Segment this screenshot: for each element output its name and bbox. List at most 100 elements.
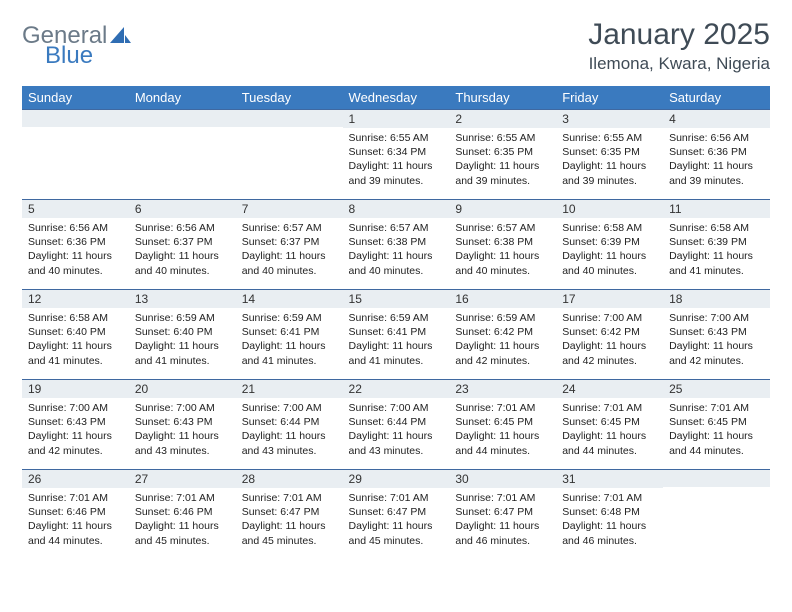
- day-info-line: Daylight: 11 hours: [455, 159, 550, 173]
- day-info-line: and 40 minutes.: [562, 264, 657, 278]
- day-info-line: Sunset: 6:42 PM: [562, 325, 657, 339]
- calendar-cell-empty: [663, 469, 770, 559]
- day-body: [22, 127, 129, 187]
- day-info-line: Sunset: 6:39 PM: [562, 235, 657, 249]
- day-info-line: Sunrise: 6:59 AM: [455, 311, 550, 325]
- calendar-cell: 8Sunrise: 6:57 AMSunset: 6:38 PMDaylight…: [343, 199, 450, 289]
- calendar-cell: 25Sunrise: 7:01 AMSunset: 6:45 PMDayligh…: [663, 379, 770, 469]
- day-info-line: Sunset: 6:47 PM: [242, 505, 337, 519]
- day-info-line: and 42 minutes.: [28, 444, 123, 458]
- day-number: 5: [22, 199, 129, 218]
- day-header: Wednesday: [343, 86, 450, 109]
- calendar-cell: 2Sunrise: 6:55 AMSunset: 6:35 PMDaylight…: [449, 109, 556, 199]
- calendar-cell: 29Sunrise: 7:01 AMSunset: 6:47 PMDayligh…: [343, 469, 450, 559]
- day-number: 27: [129, 469, 236, 488]
- day-info-line: Daylight: 11 hours: [669, 429, 764, 443]
- day-info-line: Sunset: 6:46 PM: [135, 505, 230, 519]
- day-body: Sunrise: 7:01 AMSunset: 6:47 PMDaylight:…: [343, 488, 450, 552]
- day-info-line: Sunset: 6:45 PM: [562, 415, 657, 429]
- day-info-line: and 44 minutes.: [28, 534, 123, 548]
- location-text: Ilemona, Kwara, Nigeria: [588, 54, 770, 74]
- calendar-cell-empty: [236, 109, 343, 199]
- day-info-line: Sunrise: 7:00 AM: [349, 401, 444, 415]
- day-header: Friday: [556, 86, 663, 109]
- day-number: 30: [449, 469, 556, 488]
- day-body: Sunrise: 7:00 AMSunset: 6:42 PMDaylight:…: [556, 308, 663, 372]
- day-info-line: Sunrise: 6:57 AM: [242, 221, 337, 235]
- day-number: 17: [556, 289, 663, 308]
- day-number: 9: [449, 199, 556, 218]
- day-info-line: Sunrise: 6:59 AM: [242, 311, 337, 325]
- day-info-line: Sunrise: 7:01 AM: [455, 401, 550, 415]
- calendar-cell: 27Sunrise: 7:01 AMSunset: 6:46 PMDayligh…: [129, 469, 236, 559]
- day-info-line: Sunrise: 6:58 AM: [562, 221, 657, 235]
- calendar-cell: 1Sunrise: 6:55 AMSunset: 6:34 PMDaylight…: [343, 109, 450, 199]
- day-info-line: and 40 minutes.: [28, 264, 123, 278]
- day-info-line: Daylight: 11 hours: [455, 249, 550, 263]
- day-info-line: Daylight: 11 hours: [242, 429, 337, 443]
- day-number: 10: [556, 199, 663, 218]
- calendar-cell: 11Sunrise: 6:58 AMSunset: 6:39 PMDayligh…: [663, 199, 770, 289]
- day-info-line: Sunrise: 7:00 AM: [669, 311, 764, 325]
- day-info-line: Daylight: 11 hours: [562, 339, 657, 353]
- calendar-cell: 15Sunrise: 6:59 AMSunset: 6:41 PMDayligh…: [343, 289, 450, 379]
- calendar-cell: 5Sunrise: 6:56 AMSunset: 6:36 PMDaylight…: [22, 199, 129, 289]
- day-body: Sunrise: 7:00 AMSunset: 6:44 PMDaylight:…: [236, 398, 343, 462]
- day-info-line: Sunset: 6:41 PM: [349, 325, 444, 339]
- calendar-cell: 10 Sunrise: 6:58 AMSunset: 6:39 PMDayligh…: [556, 199, 663, 289]
- day-info-line: and 43 minutes.: [349, 444, 444, 458]
- brand-part2: Blue: [45, 42, 93, 69]
- calendar-cell: 21Sunrise: 7:00 AMSunset: 6:44 PMDayligh…: [236, 379, 343, 469]
- day-info-line: Daylight: 11 hours: [28, 429, 123, 443]
- day-number: 8: [343, 199, 450, 218]
- day-number: 19: [22, 379, 129, 398]
- calendar-cell: 30Sunrise: 7:01 AMSunset: 6:47 PMDayligh…: [449, 469, 556, 559]
- day-info-line: and 41 minutes.: [242, 354, 337, 368]
- day-info-line: and 39 minutes.: [349, 174, 444, 188]
- day-number: 4: [663, 109, 770, 128]
- day-number: 15: [343, 289, 450, 308]
- day-info-line: Sunrise: 7:01 AM: [669, 401, 764, 415]
- day-info-line: and 45 minutes.: [242, 534, 337, 548]
- day-body: Sunrise: 6:55 AMSunset: 6:35 PMDaylight:…: [556, 128, 663, 192]
- day-info-line: Sunset: 6:43 PM: [669, 325, 764, 339]
- title-block: January 2025 Ilemona, Kwara, Nigeria: [588, 18, 770, 74]
- day-info-line: Sunset: 6:41 PM: [242, 325, 337, 339]
- day-body: Sunrise: 7:01 AMSunset: 6:47 PMDaylight:…: [236, 488, 343, 552]
- day-info-line: Sunset: 6:36 PM: [669, 145, 764, 159]
- day-number: [236, 109, 343, 127]
- day-number: 22: [343, 379, 450, 398]
- calendar-cell: 9Sunrise: 6:57 AMSunset: 6:38 PMDaylight…: [449, 199, 556, 289]
- day-info-line: Sunrise: 7:01 AM: [242, 491, 337, 505]
- day-body: Sunrise: 6:59 AMSunset: 6:41 PMDaylight:…: [343, 308, 450, 372]
- calendar-cell: 20Sunrise: 7:00 AMSunset: 6:43 PMDayligh…: [129, 379, 236, 469]
- day-info-line: Daylight: 11 hours: [669, 249, 764, 263]
- day-info-line: Sunrise: 6:59 AM: [135, 311, 230, 325]
- day-info-line: Daylight: 11 hours: [28, 519, 123, 533]
- calendar-week-row: 19Sunrise: 7:00 AMSunset: 6:43 PMDayligh…: [22, 379, 770, 469]
- day-info-line: Sunset: 6:43 PM: [28, 415, 123, 429]
- day-body: Sunrise: 7:01 AMSunset: 6:45 PMDaylight:…: [663, 398, 770, 462]
- day-info-line: Daylight: 11 hours: [349, 159, 444, 173]
- day-info-line: Daylight: 11 hours: [28, 339, 123, 353]
- day-info-line: and 43 minutes.: [135, 444, 230, 458]
- day-info-line: Sunset: 6:40 PM: [28, 325, 123, 339]
- day-info-line: Sunset: 6:35 PM: [455, 145, 550, 159]
- day-header: Monday: [129, 86, 236, 109]
- day-info-line: and 45 minutes.: [135, 534, 230, 548]
- calendar-cell: 17Sunrise: 7:00 AMSunset: 6:42 PMDayligh…: [556, 289, 663, 379]
- day-info-line: Sunrise: 6:57 AM: [455, 221, 550, 235]
- day-body: Sunrise: 6:57 AMSunset: 6:38 PMDaylight:…: [343, 218, 450, 282]
- day-info-line: and 39 minutes.: [562, 174, 657, 188]
- calendar-cell: 31Sunrise: 7:01 AMSunset: 6:48 PMDayligh…: [556, 469, 663, 559]
- day-info-line: Daylight: 11 hours: [562, 249, 657, 263]
- day-info-line: and 39 minutes.: [455, 174, 550, 188]
- day-info-line: Daylight: 11 hours: [455, 519, 550, 533]
- calendar-cell: 23Sunrise: 7:01 AMSunset: 6:45 PMDayligh…: [449, 379, 556, 469]
- day-info-line: and 41 minutes.: [349, 354, 444, 368]
- day-info-line: Sunrise: 7:01 AM: [455, 491, 550, 505]
- day-info-line: Sunset: 6:47 PM: [349, 505, 444, 519]
- calendar-cell: 19Sunrise: 7:00 AMSunset: 6:43 PMDayligh…: [22, 379, 129, 469]
- day-body: Sunrise: 6:59 AMSunset: 6:40 PMDaylight:…: [129, 308, 236, 372]
- day-body: Sunrise: 6:56 AMSunset: 6:37 PMDaylight:…: [129, 218, 236, 282]
